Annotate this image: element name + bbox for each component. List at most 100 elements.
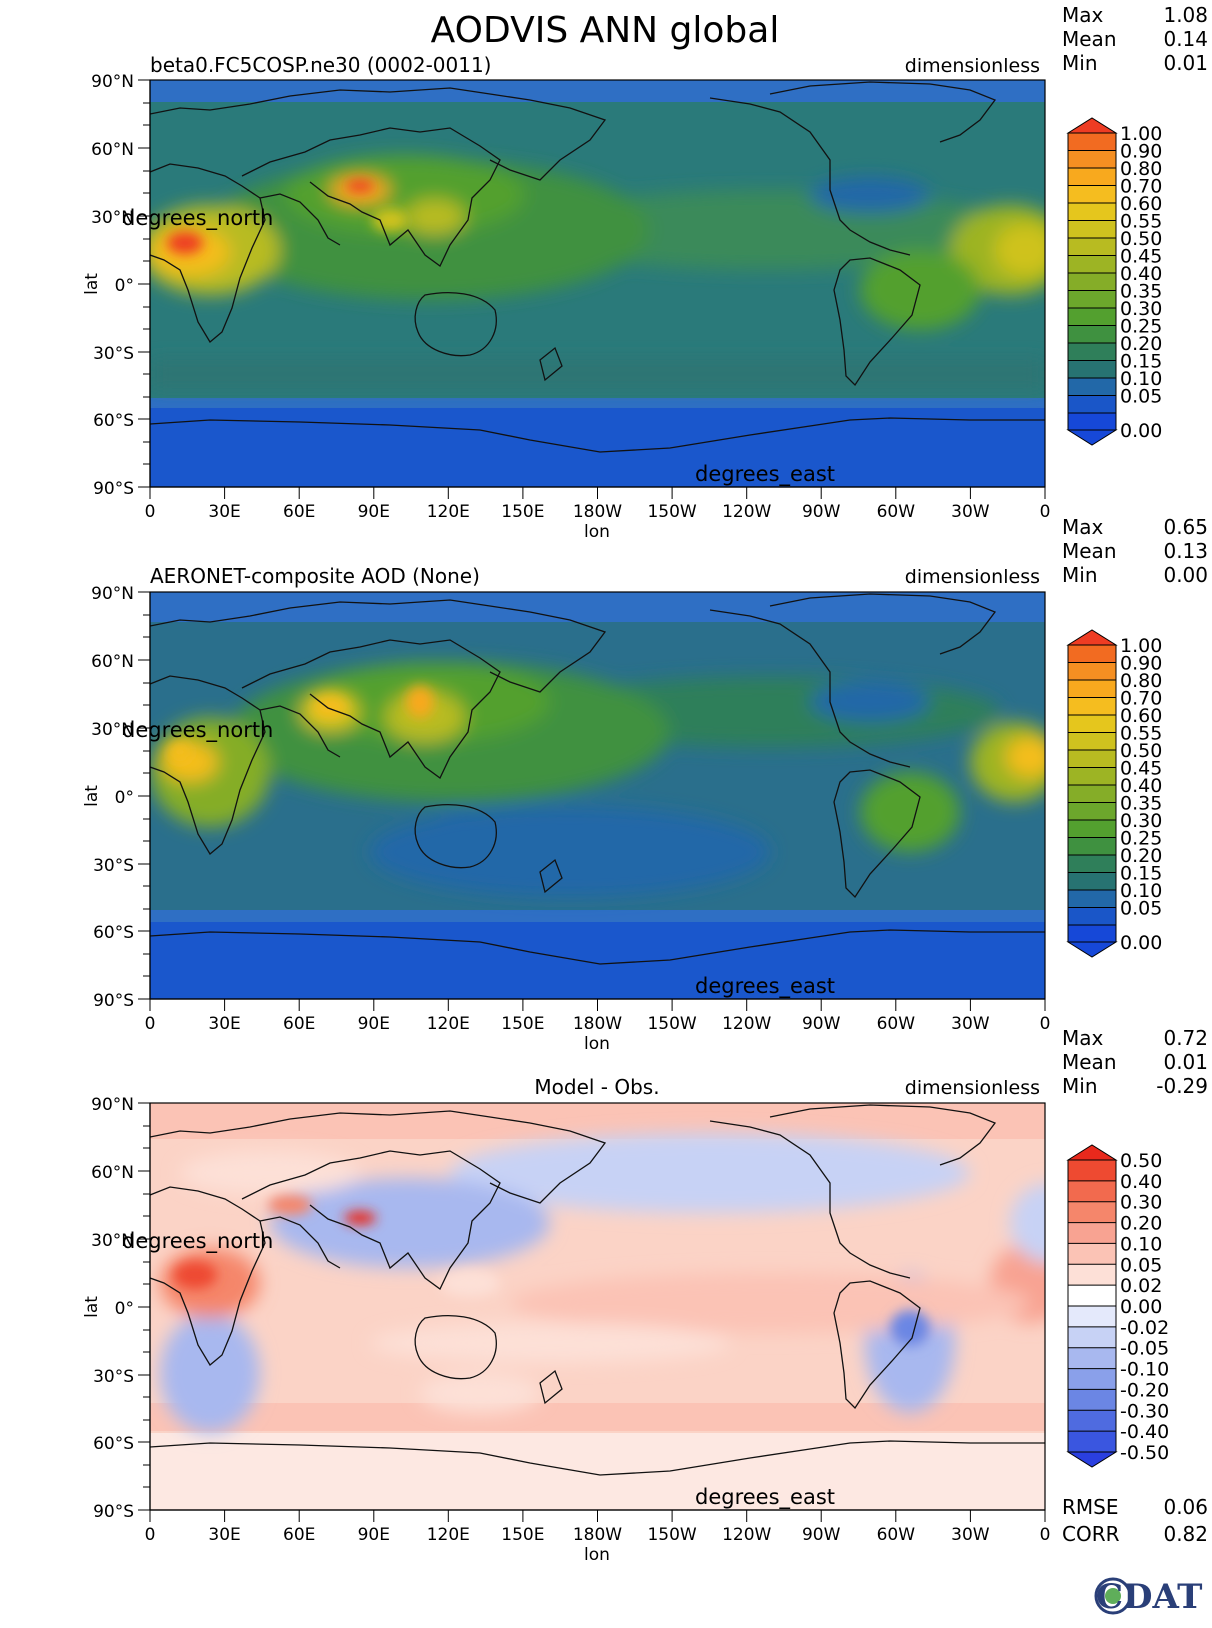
y-tick-label: 60°N <box>91 140 134 160</box>
x-tick-label: 120W <box>722 1525 771 1545</box>
colorbar-label: 0.35 <box>1120 793 1162 815</box>
colorbar-label: 0.02 <box>1120 1275 1162 1297</box>
y-units-label: degrees_north <box>122 206 273 231</box>
stats-diff: Max 0.72 Mean 0.01 Min -0.29 <box>1062 1026 1208 1098</box>
colorbar-label: 0.05 <box>1120 1254 1162 1276</box>
stat-label: RMSE <box>1062 1495 1118 1519</box>
y-units-label: degrees_north <box>122 1229 273 1254</box>
stat-label: CORR <box>1062 1522 1120 1546</box>
y-axis-label: lat <box>82 785 102 807</box>
colorbar-label: 0.05 <box>1120 898 1162 920</box>
panel-ref: Max 0.65 Mean 0.13 Min 0.00 AERONET-comp… <box>82 515 1208 1054</box>
colorbar-label: 0.10 <box>1120 880 1162 902</box>
x-tick-label: 30E <box>208 502 240 522</box>
y-tick-label: 30°S <box>93 856 134 876</box>
x-tick-label: 60E <box>283 1525 315 1545</box>
x-units-label: degrees_east <box>695 974 835 999</box>
extra-stats-diff: RMSE 0.06 CORR 0.82 <box>1062 1495 1208 1546</box>
panel-name: Model - Obs. <box>534 1075 659 1099</box>
colorbar-label: 0.15 <box>1120 863 1162 885</box>
colorbar-ref: 1.00 0.90 0.80 0.70 0.60 0.55 0.50 0.45 … <box>1066 629 1162 958</box>
colorbar-over-triangle <box>1066 629 1118 646</box>
stat-value: 0.06 <box>1163 1495 1208 1519</box>
colorbar-test: 1.00 0.90 0.80 0.70 0.60 0.55 0.50 0.45 … <box>1066 117 1162 446</box>
stat-label: Mean <box>1062 539 1117 563</box>
figure-title: AODVIS ANN global <box>431 10 780 51</box>
x-tick-label: 150W <box>647 1525 696 1545</box>
y-tick-label: 90°S <box>93 1502 134 1522</box>
colorbar-label: 0.15 <box>1120 351 1162 373</box>
stat-value: 0.72 <box>1163 1026 1208 1050</box>
stat-label: Mean <box>1062 1050 1117 1074</box>
stat-label: Max <box>1062 3 1104 27</box>
y-tick-label: 60°N <box>91 1163 134 1183</box>
x-tick-label: 30E <box>208 1525 240 1545</box>
colorbar-under-triangle <box>1066 941 1118 958</box>
colorbar-label: 0.40 <box>1120 263 1162 285</box>
colorbar-label: 0.60 <box>1120 705 1162 727</box>
colorbar-label: 0.30 <box>1120 298 1162 320</box>
colorbar-label: 0.10 <box>1120 368 1162 390</box>
x-tick-label: 0 <box>145 1525 156 1545</box>
y-tick-label: 30°N <box>91 208 134 228</box>
x-tick-label: 150W <box>647 502 696 522</box>
y-tick-label: 60°S <box>93 411 134 431</box>
colorbar-label: 0.40 <box>1120 775 1162 797</box>
logo-globe-dot-icon <box>1105 1588 1121 1604</box>
colorbar-label: -0.05 <box>1120 1338 1169 1360</box>
colorbar-label: 0.20 <box>1120 845 1162 867</box>
y-tick-label: 30°S <box>93 1367 134 1387</box>
colorbar-label: 0.50 <box>1120 228 1162 250</box>
colorbar-label: 0.45 <box>1120 758 1162 780</box>
x-tick-label: 120E <box>427 1525 470 1545</box>
y-tick-label: 90°N <box>91 72 134 92</box>
x-tick-label: 180W <box>573 1525 622 1545</box>
colorbar-label: 0.30 <box>1120 1192 1162 1214</box>
y-tick-label: 30°N <box>91 720 134 740</box>
colorbar-label: 0.80 <box>1120 670 1162 692</box>
x-axis-label: lon <box>584 522 610 542</box>
map-field <box>149 591 1046 1000</box>
colorbar-label: 0.05 <box>1120 386 1162 408</box>
colorbar-label: -0.40 <box>1120 1421 1169 1443</box>
x-tick-label: 90E <box>358 1525 390 1545</box>
map-field <box>149 79 1046 488</box>
colorbar-label: 0.45 <box>1120 246 1162 268</box>
y-tick-label: 90°N <box>91 584 134 604</box>
x-tick-label: 60W <box>877 502 916 522</box>
x-axis-ref: 0 30E 60E 90E 120E 150E 180W 150W 120W 9… <box>145 974 1051 1054</box>
colorbar-label: 0.10 <box>1120 1233 1162 1255</box>
stat-label: Max <box>1062 515 1104 539</box>
stat-value: -0.29 <box>1156 1074 1208 1098</box>
colorbar-label: -0.20 <box>1120 1379 1169 1401</box>
x-tick-label: 90W <box>802 502 841 522</box>
colorbar-diff: 0.50 0.40 0.30 0.20 0.10 0.05 0.02 0.00 … <box>1066 1144 1169 1468</box>
y-axis-ref: 90°N 60°N 30°N 0° 30°S 60°S 90°S lat deg… <box>82 584 273 1011</box>
colorbar-label: 0.40 <box>1120 1171 1162 1193</box>
colorbar-label: 0.25 <box>1120 828 1162 850</box>
x-units-label: degrees_east <box>695 462 835 487</box>
colorbar-label: 0.70 <box>1120 688 1162 710</box>
colorbar-label: 0.00 <box>1120 932 1162 954</box>
x-tick-label: 150E <box>501 502 544 522</box>
x-tick-label: 90W <box>802 1525 841 1545</box>
stat-value: 0.01 <box>1163 51 1208 75</box>
y-tick-label: 90°N <box>91 1095 134 1115</box>
colorbar-label: 0.20 <box>1120 333 1162 355</box>
stat-value: 0.01 <box>1163 1050 1208 1074</box>
colorbar-label: 0.90 <box>1120 141 1162 163</box>
y-tick-label: 90°S <box>93 991 134 1011</box>
x-tick-label: 0 <box>1040 1525 1051 1545</box>
colorbar-label: 0.60 <box>1120 193 1162 215</box>
colorbar-label: 0.50 <box>1120 740 1162 762</box>
y-tick-label: 30°N <box>91 1231 134 1251</box>
stat-value: 0.00 <box>1163 563 1208 587</box>
x-tick-label: 0 <box>1040 1014 1051 1034</box>
colorbar-label: 0.55 <box>1120 211 1162 233</box>
colorbar-label: -0.10 <box>1120 1359 1169 1381</box>
x-axis-label: lon <box>584 1034 610 1054</box>
x-tick-label: 60W <box>877 1525 916 1545</box>
x-tick-label: 30W <box>951 1525 990 1545</box>
colorbar-label: 0.50 <box>1120 1150 1162 1172</box>
